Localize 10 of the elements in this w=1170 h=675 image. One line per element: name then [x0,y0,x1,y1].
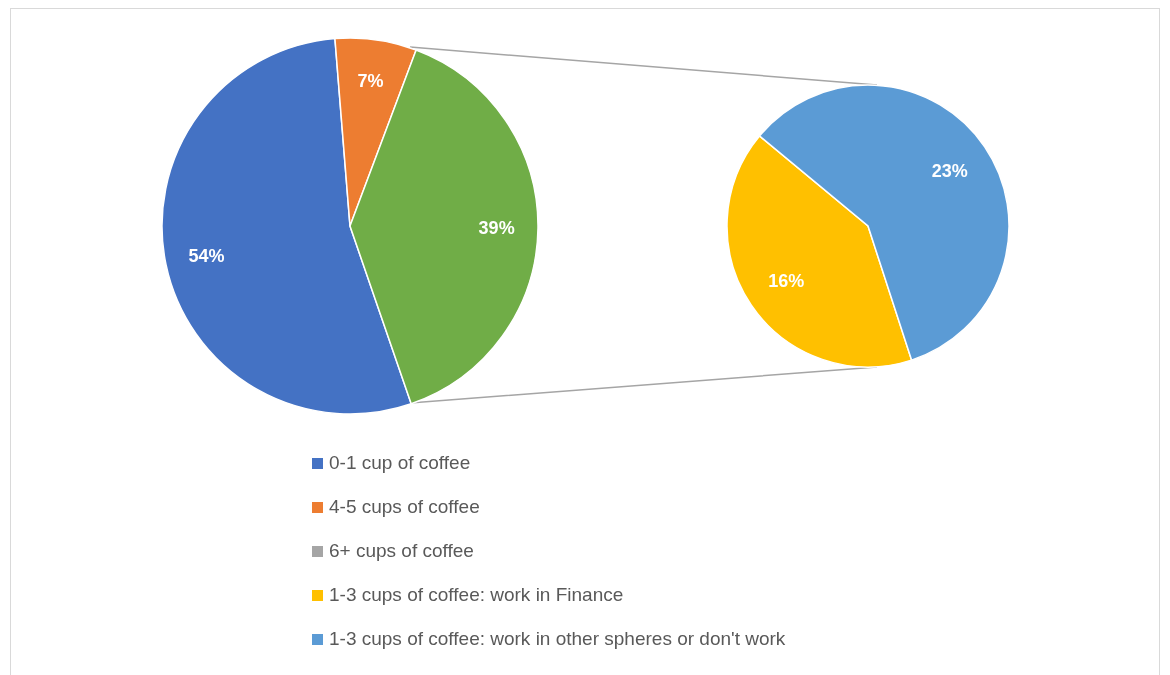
legend-label: 4-5 cups of coffee [329,496,480,518]
data-label: 7% [357,70,384,91]
data-label: 54% [188,245,225,266]
legend-label: 1-3 cups of coffee: work in other spheres or don't work [329,628,786,650]
data-label: 23% [931,160,968,181]
legend-label: 0-1 cup of coffee [329,452,471,474]
legend-label: 6+ cups of coffee [329,540,474,562]
legend-label: 1-3 cups of coffee: work in Finance [329,584,624,606]
data-label: 39% [478,218,515,239]
data-label: 16% [768,271,805,292]
